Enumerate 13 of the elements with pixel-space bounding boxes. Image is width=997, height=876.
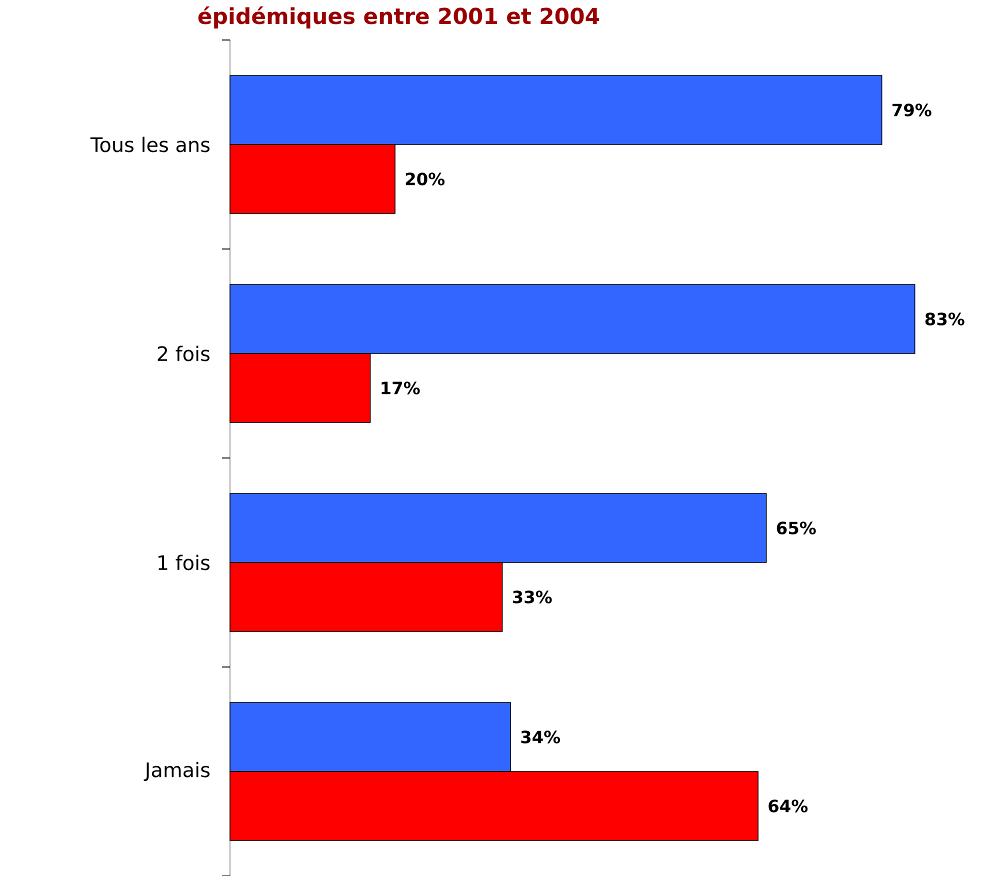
y-tick-label: 2 fois [158, 346, 210, 362]
data-label: 79% [892, 104, 932, 116]
data-label: 17% [382, 382, 420, 394]
data-label: 20% [406, 172, 445, 186]
data-label: 83% [925, 312, 964, 326]
chart-title: épidémiques entre 2001 et 2004 [198, 6, 600, 28]
data-label: 33% [512, 590, 552, 604]
y-tick-label: Jamais [144, 762, 210, 782]
y-tick-label: Tous les ans [90, 136, 210, 152]
data-label: 64% [768, 800, 808, 812]
data-label: 34% [521, 730, 560, 744]
data-label: 65% [776, 522, 816, 534]
y-tick-label: 1 fois [158, 554, 210, 570]
